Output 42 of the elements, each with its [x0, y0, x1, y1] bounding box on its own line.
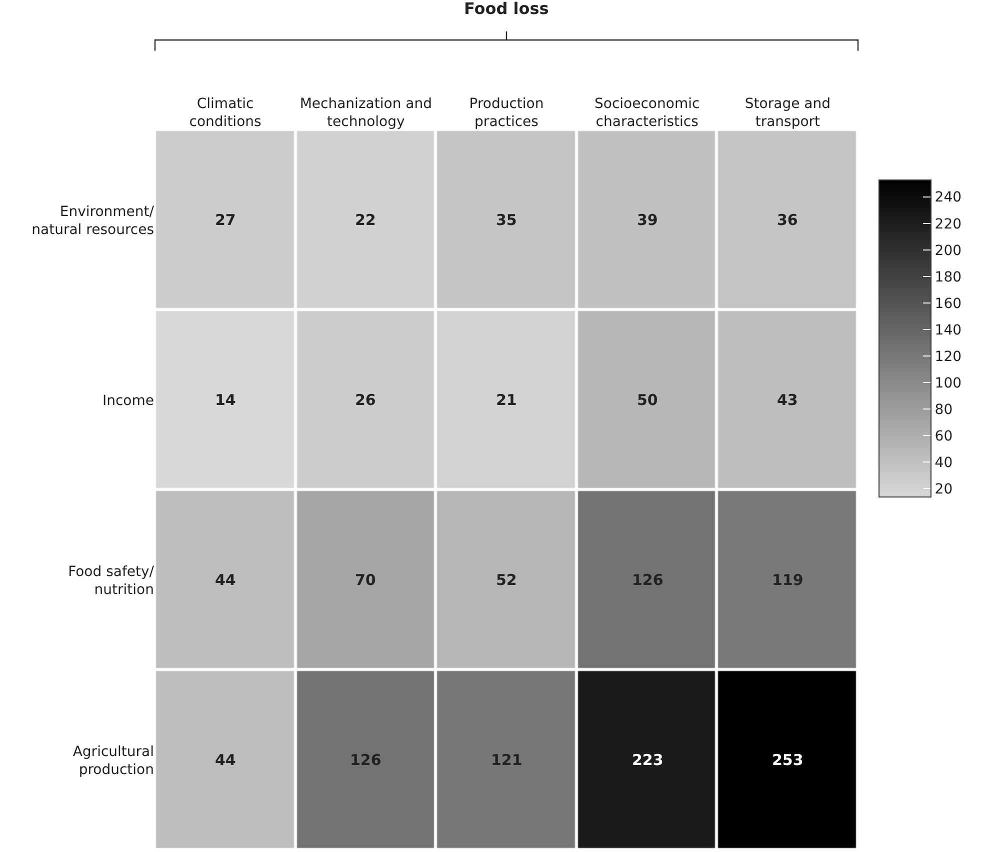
color-bar-label: 200 — [934, 242, 962, 259]
data-label: 39 — [637, 211, 658, 229]
color-bar-label: 40 — [934, 455, 953, 472]
x-tick-label: Socioeconomic characteristics — [594, 96, 700, 130]
x-tick-label: Climatic conditions — [189, 96, 262, 130]
data-label: 253 — [772, 751, 804, 769]
x-tick-label: Mechanization and technology — [300, 96, 432, 130]
x-tick-label: Storage and transport — [744, 96, 830, 130]
color-bar-label: 240 — [934, 190, 962, 206]
data-label: 126 — [350, 751, 382, 769]
data-label: 26 — [355, 391, 376, 409]
color-bar-label: 60 — [934, 428, 953, 444]
data-label: 22 — [355, 211, 376, 229]
data-label: 50 — [637, 391, 658, 409]
data-label: 119 — [772, 571, 804, 589]
x-axis-title: Food loss — [464, 0, 549, 18]
color-bar-label: 80 — [934, 402, 953, 418]
data-label: 35 — [496, 211, 517, 229]
color-bar-label: 100 — [934, 375, 962, 392]
y-tick-label: Income — [102, 392, 154, 409]
data-label: 52 — [496, 571, 517, 589]
data-label: 14 — [215, 391, 236, 409]
data-label: 70 — [355, 571, 376, 589]
color-bar-label: 120 — [934, 348, 962, 365]
data-label: 126 — [632, 571, 664, 589]
color-bar-label: 160 — [934, 296, 962, 312]
data-label: 44 — [215, 571, 236, 589]
data-label: 44 — [215, 751, 236, 769]
data-label: 36 — [777, 211, 798, 229]
y-tick-label: Food safety/ nutrition — [68, 564, 154, 598]
color-bar-label: 140 — [934, 322, 962, 338]
data-label: 223 — [632, 751, 664, 769]
color-bar-label: 20 — [934, 482, 953, 498]
color-bar-label: 180 — [934, 269, 962, 286]
y-tick-label: Environment/ natural resources — [32, 204, 154, 238]
color-bar-label: 220 — [934, 216, 962, 232]
data-label: 121 — [491, 751, 522, 769]
data-label: 27 — [215, 211, 236, 229]
y-tick-label: Agricultural production — [72, 744, 154, 778]
x-tick-label: Production practices — [469, 96, 544, 130]
data-label: 43 — [777, 391, 798, 409]
data-label: 21 — [496, 391, 517, 409]
